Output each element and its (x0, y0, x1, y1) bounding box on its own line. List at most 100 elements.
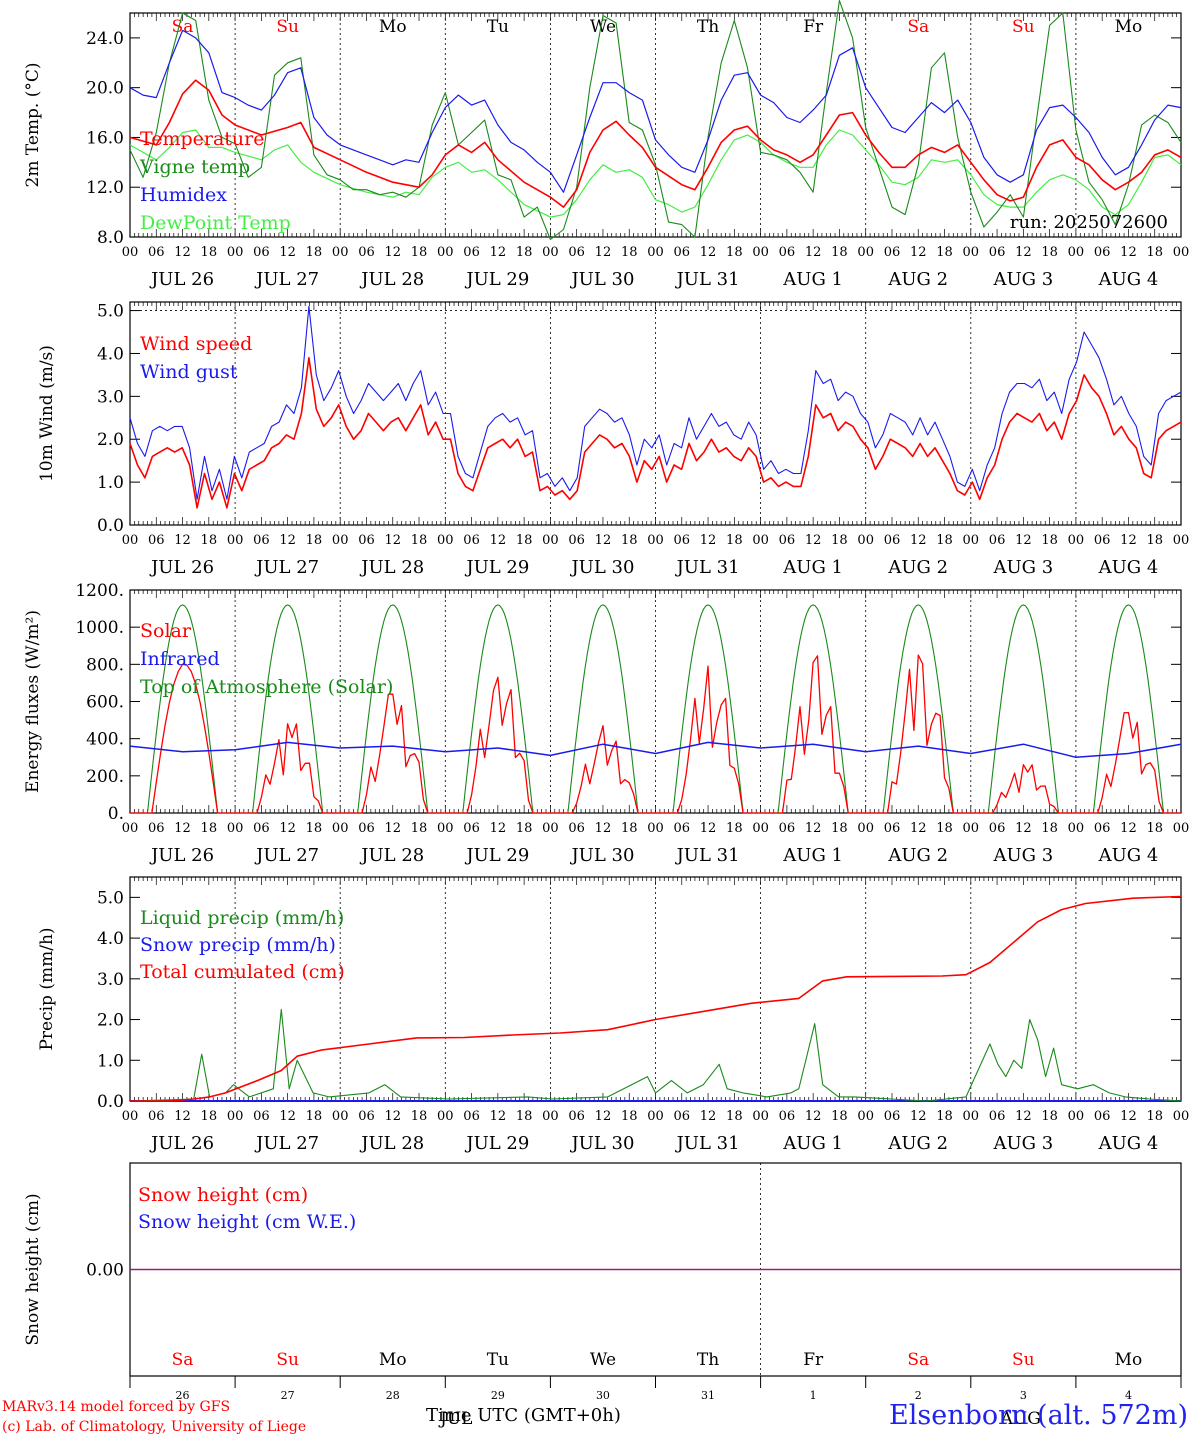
month-label: AUG (1000, 1409, 1041, 1429)
hour-label: 00 (227, 245, 244, 260)
hour-label: 00 (963, 1109, 980, 1124)
hour-label: 18 (936, 245, 953, 260)
day-name-bottom: Su (276, 1350, 299, 1370)
day-name-top: Th (697, 17, 719, 37)
day-number: 26 (176, 1389, 190, 1402)
hour-label: 06 (884, 821, 901, 836)
date-label: JUL 30 (569, 845, 634, 866)
hour-label: 00 (647, 821, 664, 836)
hour-label: 06 (674, 533, 691, 548)
y-tick-label: 3.0 (97, 970, 124, 990)
hour-label: 12 (490, 1109, 507, 1124)
hour-label: 06 (674, 1109, 691, 1124)
x-axis-title: Time UTC (GMT+0h) (426, 1405, 621, 1426)
hour-label: 12 (384, 1109, 401, 1124)
day-number: 3 (1020, 1389, 1027, 1402)
hour-label: 00 (1068, 821, 1085, 836)
hour-label: 00 (122, 245, 139, 260)
date-label: JUL 26 (149, 557, 214, 578)
hour-label: 18 (1041, 1109, 1058, 1124)
hour-label: 06 (463, 245, 480, 260)
y-tick-label: 24.0 (86, 29, 124, 49)
date-label: AUG 1 (782, 1133, 843, 1154)
hour-label: 12 (805, 533, 822, 548)
hour-label: 00 (332, 533, 349, 548)
day-name-bottom: Mo (1115, 1350, 1143, 1370)
date-label: AUG 3 (992, 845, 1053, 866)
hour-label: 12 (1120, 1109, 1137, 1124)
day-number: 1 (810, 1389, 817, 1402)
hour-label: 18 (831, 821, 848, 836)
day-name-top: Sa (907, 17, 929, 37)
day-name-top: Sa (172, 17, 194, 37)
hour-label: 12 (279, 821, 296, 836)
hour-label: 12 (1120, 821, 1137, 836)
hour-label: 06 (463, 1109, 480, 1124)
hour-label: 00 (752, 821, 769, 836)
hour-label: 12 (1120, 533, 1137, 548)
hour-label: 00 (752, 533, 769, 548)
hour-label: 18 (1146, 1109, 1163, 1124)
y-tick-label: 5.0 (97, 302, 124, 322)
y-tick-label: 800. (86, 655, 124, 675)
wind-legend-0: Wind speed (140, 333, 252, 355)
hour-label: 06 (568, 1109, 585, 1124)
day-name-bottom: Sa (172, 1350, 194, 1370)
date-label: JUL 28 (359, 557, 424, 578)
hour-label: 12 (700, 1109, 717, 1124)
temperature-legend-3: DewPoint Temp (140, 212, 291, 234)
hour-label: 00 (332, 1109, 349, 1124)
hour-label: 00 (1173, 821, 1190, 836)
temperature-legend-2: Humidex (140, 184, 227, 206)
day-name-top: Su (1012, 17, 1035, 37)
hour-label: 00 (542, 1109, 559, 1124)
run-annotation: run: 2025072600 (1010, 212, 1168, 233)
hour-label: 18 (621, 245, 638, 260)
day-number: 29 (491, 1389, 505, 1402)
solar-line (130, 654, 1181, 814)
hour-label: 06 (358, 533, 375, 548)
hour-label: 12 (1015, 1109, 1032, 1124)
y-tick-label: 0.0 (97, 1092, 124, 1112)
y-tick-label: 200. (86, 767, 124, 787)
hour-label: 18 (726, 1109, 743, 1124)
hour-label: 18 (621, 1109, 638, 1124)
hour-label: 06 (568, 245, 585, 260)
hour-label: 00 (857, 1109, 874, 1124)
hour-label: 12 (910, 245, 927, 260)
hour-label: 18 (306, 533, 323, 548)
hour-label: 18 (936, 533, 953, 548)
date-label: JUL 29 (464, 269, 529, 290)
date-label: JUL 29 (464, 845, 529, 866)
day-name-bottom: Sa (907, 1350, 929, 1370)
y-tick-label: 3.0 (97, 387, 124, 407)
hour-label: 00 (647, 533, 664, 548)
hour-label: 06 (674, 821, 691, 836)
hour-label: 18 (306, 245, 323, 260)
hour-label: 00 (227, 533, 244, 548)
day-name-bottom: Tu (487, 1350, 509, 1370)
hour-label: 12 (805, 821, 822, 836)
y-axis-label: Snow height (cm) (23, 1193, 43, 1345)
hour-label: 00 (437, 821, 454, 836)
day-number: 31 (701, 1389, 715, 1402)
date-label: AUG 3 (992, 557, 1053, 578)
vigne-temp-line (129, 0, 1182, 241)
date-label: AUG 2 (887, 269, 948, 290)
date-label: JUL 26 (149, 1133, 214, 1154)
hour-label: 12 (384, 821, 401, 836)
date-label: JUL 27 (254, 1133, 319, 1154)
hour-label: 12 (490, 533, 507, 548)
y-tick-label: 0.00 (86, 1261, 124, 1281)
y-tick-label: 0.0 (97, 516, 124, 536)
day-name-top: Mo (1115, 17, 1143, 37)
date-label: AUG 4 (1098, 269, 1159, 290)
hour-label: 00 (857, 245, 874, 260)
hour-label: 06 (253, 821, 270, 836)
date-label: JUL 27 (254, 845, 319, 866)
hour-label: 00 (437, 245, 454, 260)
station-name: Elsenborn (alt. 572m) (889, 1400, 1188, 1431)
y-tick-label: 1200. (75, 581, 124, 601)
hour-label: 00 (1068, 1109, 1085, 1124)
hour-label: 00 (542, 533, 559, 548)
